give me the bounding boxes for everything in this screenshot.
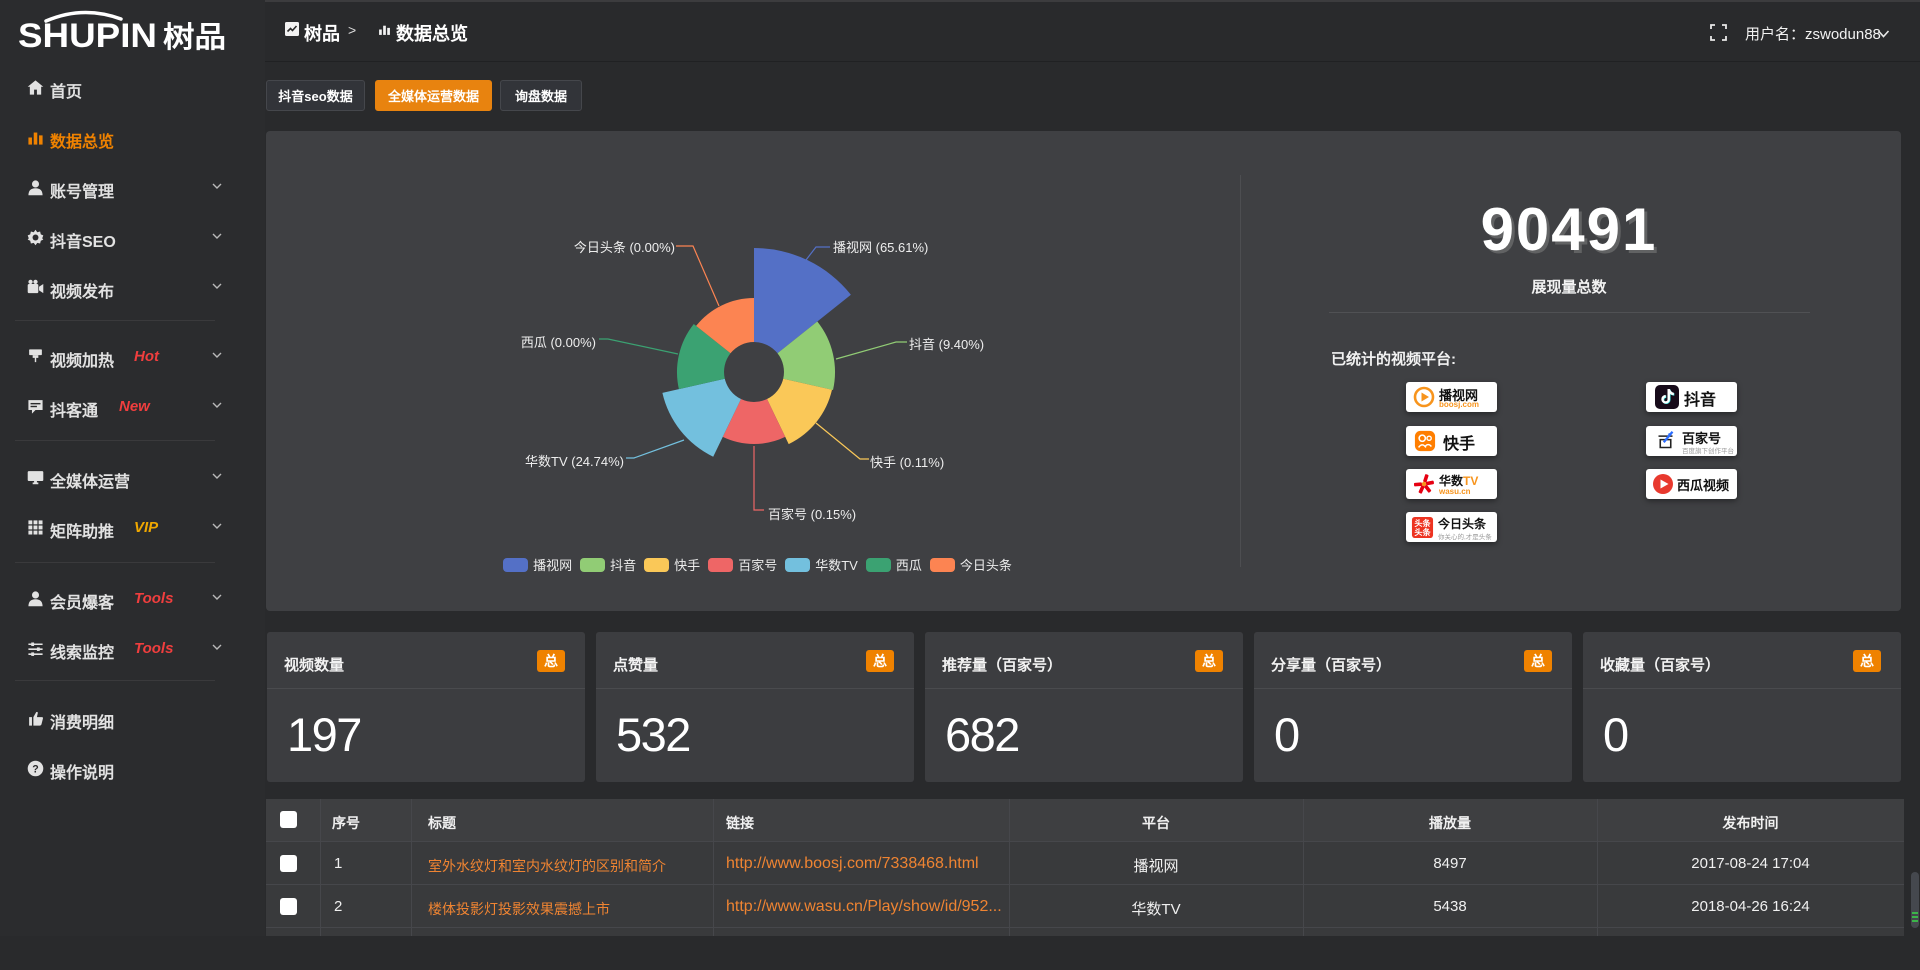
svg-text:头条: 头条 (1414, 518, 1431, 528)
svg-text:SHUPIN: SHUPIN (18, 17, 157, 54)
svg-text:树品: 树品 (163, 21, 226, 54)
svg-text:?: ? (32, 763, 38, 775)
svg-text:头条: 头条 (1414, 527, 1431, 537)
